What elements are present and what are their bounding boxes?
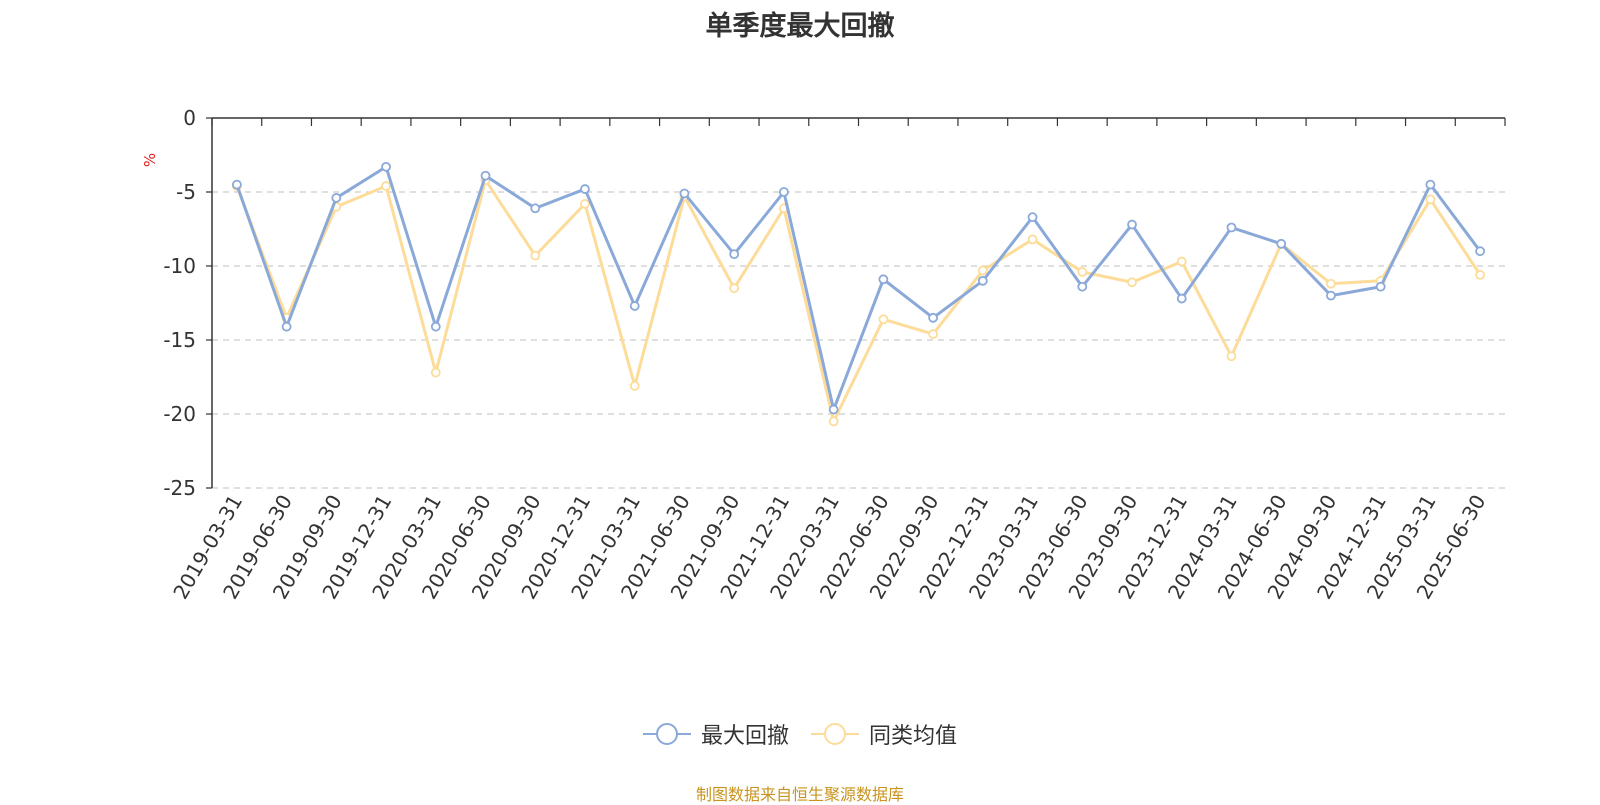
data-point	[1375, 281, 1386, 292]
data-point	[1475, 269, 1486, 280]
data-point	[580, 184, 590, 194]
legend-item-peer-average[interactable]: 同类均值	[811, 718, 957, 750]
legend-marker-peer-average-icon	[811, 723, 859, 745]
data-point	[1077, 281, 1088, 292]
data-point	[878, 274, 889, 285]
data-point	[1425, 194, 1436, 205]
y-tick-label: -25	[163, 476, 196, 500]
data-point	[729, 249, 740, 260]
data-point	[679, 188, 690, 199]
data-point	[928, 329, 938, 339]
data-point	[729, 283, 740, 294]
data-point	[1226, 351, 1237, 362]
y-axis-unit-label: %	[141, 153, 159, 167]
source-note: 制图数据来自恒生聚源数据库	[695, 785, 904, 804]
data-point	[1127, 277, 1137, 288]
data-point	[530, 250, 541, 261]
y-tick-label: -15	[163, 328, 196, 352]
data-point	[430, 321, 441, 332]
series-lines	[231, 161, 1486, 427]
data-point	[1027, 234, 1038, 245]
data-point	[430, 367, 441, 378]
data-point	[1176, 256, 1187, 267]
data-point	[878, 314, 889, 325]
data-point	[1027, 212, 1038, 223]
legend-label-peer-average: 同类均值	[869, 724, 958, 749]
gridlines	[212, 191, 1505, 489]
legend: 最大回撤 同类均值	[0, 718, 1600, 750]
data-point	[1226, 222, 1237, 233]
data-point	[1077, 267, 1088, 277]
data-point	[977, 275, 988, 286]
series-line-0	[235, 165, 1482, 412]
data-point	[580, 198, 590, 209]
legend-marker-max-drawdown-icon	[642, 723, 691, 745]
data-point	[629, 301, 640, 311]
legend-item-max-drawdown[interactable]: 最大回撤	[642, 718, 789, 750]
data-point	[828, 404, 839, 415]
data-point	[1326, 278, 1336, 289]
data-point	[331, 193, 342, 203]
y-tick-label: -20	[163, 402, 196, 426]
data-point	[231, 179, 242, 190]
data-point	[977, 265, 988, 276]
data-point	[1326, 290, 1336, 301]
data-point	[1176, 293, 1187, 304]
data-point	[480, 170, 491, 181]
series-line-1	[235, 178, 1482, 423]
data-point	[828, 416, 839, 427]
data-point	[530, 203, 541, 214]
y-tick-label: -10	[163, 254, 196, 278]
data-point	[779, 187, 789, 197]
legend-label-max-drawdown: 最大回撤	[700, 724, 789, 749]
data-point	[629, 380, 640, 391]
data-point	[1475, 246, 1486, 257]
chart-title: 单季度最大回撤	[705, 11, 895, 42]
data-point	[381, 161, 391, 172]
data-point	[1127, 219, 1137, 230]
data-point	[381, 181, 391, 191]
data-point	[281, 321, 292, 332]
data-point	[1425, 179, 1436, 190]
y-tick-label: -5	[176, 180, 196, 204]
y-tick-label: 0	[183, 106, 196, 130]
data-point	[1276, 238, 1287, 249]
data-point	[928, 312, 938, 323]
